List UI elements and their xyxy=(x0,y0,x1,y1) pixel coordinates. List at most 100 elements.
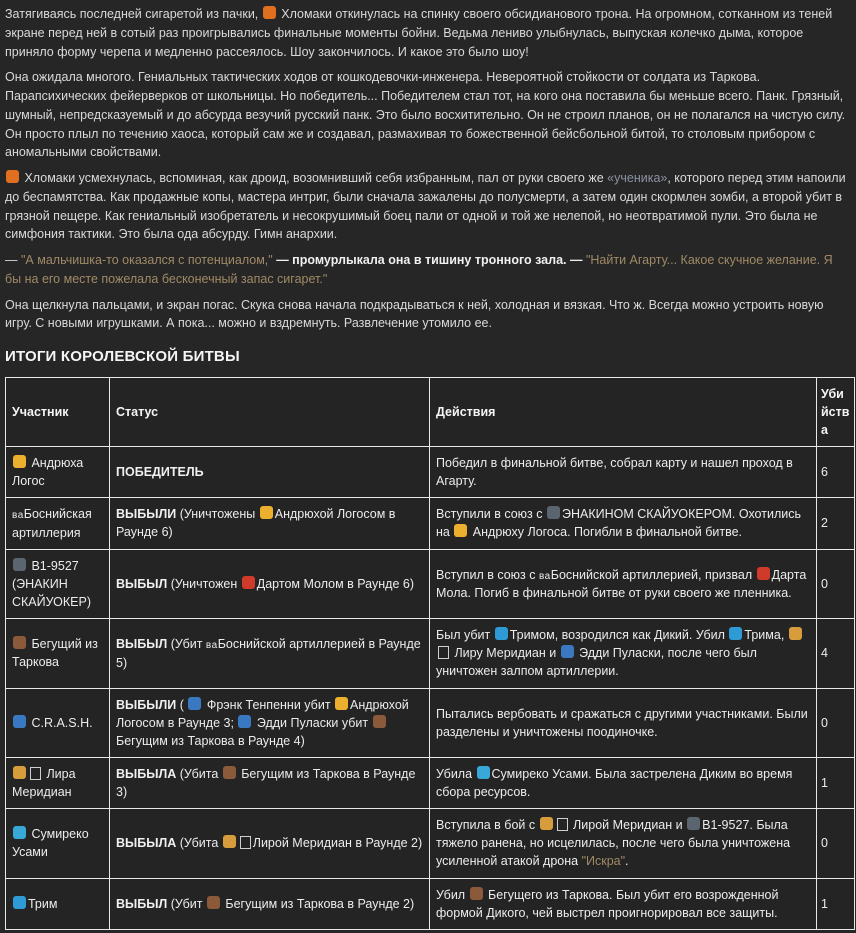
table-row: 📱 Сумиреко Усами ВЫБЫЛА (Убита 🐎 Лирой Мер… xyxy=(5,808,855,879)
actions-cell: Пытались вербовать и сражаться с другими… xyxy=(429,687,817,758)
text-run: Дартом Молом в Раунде 6) xyxy=(256,576,414,591)
text-run: Боснийская артиллерия xyxy=(12,507,92,540)
text-run: Бегущим из Таркова в Раунде 2) xyxy=(221,896,415,911)
participant-cell: 🐻 Бегущий из Таркова xyxy=(5,618,110,689)
text-run: ЭНАКИНОМ СКАЙУОКЕРОМ. Охотились на xyxy=(436,507,801,540)
police-car-emoji: 🚔 xyxy=(560,645,574,659)
text-run: ПОБЕДИТЕЛЬ xyxy=(116,464,204,479)
beer-emoji: 🍺 xyxy=(13,454,26,468)
actions-cell: Убила 📱Сумиреко Усами. Была застрелена Д… xyxy=(429,756,817,810)
kills-cell: 4 xyxy=(816,618,855,689)
actions-cell: Вступила в бой с 🐎 Лирой Меридиан и 🤖B1-… xyxy=(429,808,817,879)
pumpkin-emoji: 🎃 xyxy=(262,6,276,19)
text-run: (Уничтожен xyxy=(167,576,241,591)
table-row: 🚔 C.R.A.S.H. ВЫБЫЛИ ( 🚔 Фрэнк Тенпенни уб… xyxy=(5,687,855,758)
text-run: Лиру Меридиан и xyxy=(451,646,560,661)
text-run: Бегущим из Таркова в Раунде 3) xyxy=(116,766,416,799)
text-run: Трима, xyxy=(744,628,788,643)
phone-emoji: 📱 xyxy=(13,826,26,840)
text-run: ВЫБЫЛА xyxy=(116,836,177,851)
horse-emoji: 🐎 xyxy=(788,627,802,641)
text-run: Дарта Мола. Погиб в финальной битве от р… xyxy=(436,567,807,601)
text-run: (Уничтожены xyxy=(176,507,259,522)
beer-emoji: 🍺 xyxy=(335,696,349,710)
story-paragraph: Затягиваясь последней сигаретой из пачки… xyxy=(5,5,851,61)
flag-ba: ва xyxy=(12,510,24,522)
text-run: Фрэнк Тенпенни убит xyxy=(203,697,335,712)
actions-cell: Вступил в союз с ваБоснийской артиллерие… xyxy=(429,548,817,620)
text-run: Тримом, возродился как Дикий. Убил xyxy=(509,628,729,643)
wave-emoji: 🌊 xyxy=(494,627,508,641)
text-run: . xyxy=(625,854,629,869)
status-cell: ВЫБЫЛИ ( 🚔 Фрэнк Тенпенни убит 🍺Андрюхой… xyxy=(109,687,430,758)
participant-cell: 🌊Трим xyxy=(5,877,110,930)
kills-cell: 1 xyxy=(816,756,855,810)
text-run: Эдди Пуласки, после чего был уничтожен з… xyxy=(436,646,757,679)
text-run: Андрюха Логос xyxy=(12,455,84,488)
text-run: Боснийской артиллерией, призвал xyxy=(550,567,756,582)
text-run: Трим xyxy=(28,896,58,911)
kills-cell: 2 xyxy=(816,497,855,550)
text-run: — xyxy=(5,253,21,267)
table-body: 🍺 Андрюха Логос ПОБЕДИТЕЛЬ Победил в финал… xyxy=(5,445,855,930)
kills-cell: 0 xyxy=(816,808,855,879)
devil-emoji: 👿 xyxy=(756,566,770,580)
actions-cell: Убил 🐻 Бегущего из Таркова. Был убит его… xyxy=(429,877,817,930)
column-header: Участник xyxy=(5,376,110,447)
kills-cell: 0 xyxy=(816,548,855,620)
text-run: (Убит xyxy=(167,637,206,651)
story: Затягиваясь последней сигаретой из пачки… xyxy=(5,5,851,333)
beer-emoji: 🍺 xyxy=(259,506,273,520)
table-row: ваБоснийская артиллерия ВЫБЫЛИ (Уничтожен… xyxy=(5,497,855,550)
actions-cell: Победил в финальной битве, собрал карту … xyxy=(429,445,817,499)
actions-cell: Вступили в союз с 🤖ЭНАКИНОМ СКАЙУОКЕРОМ.… xyxy=(429,497,817,550)
robot-emoji: 🤖 xyxy=(687,817,701,831)
story-paragraph: Она щелкнула пальцами, и экран погас. Ск… xyxy=(5,296,851,334)
text-run: Она ожидала многого. Гениальных тактичес… xyxy=(5,70,846,160)
text-run: (Убита xyxy=(176,766,222,781)
text-run: C.R.A.S.H. xyxy=(28,715,93,730)
text-run: B1-9527 (ЭНАКИН СКАЙУОКЕР) xyxy=(12,558,91,609)
missing-glyph-box xyxy=(30,766,41,780)
text-run: ВЫБЫЛ xyxy=(116,576,168,591)
text-run: — промурлыкала она в тишину тронного зал… xyxy=(272,253,586,267)
column-header: Действия xyxy=(429,376,817,447)
police-car-emoji: 🚔 xyxy=(238,714,252,728)
beer-emoji: 🍺 xyxy=(454,524,468,538)
story-paragraph: — "А мальчишка-то оказался с потенциалом… xyxy=(5,251,851,289)
status-cell: ВЫБЫЛ (Уничтожен 👿Дартом Молом в Раунде … xyxy=(109,548,430,620)
missing-glyph-box xyxy=(438,646,449,660)
bear-emoji: 🐻 xyxy=(222,765,236,779)
text-run: ВЫБЫЛА xyxy=(116,766,177,781)
table-row: 🍺 Андрюха Логос ПОБЕДИТЕЛЬ Победил в финал… xyxy=(5,445,855,499)
bear-emoji: 🐻 xyxy=(469,886,483,900)
text-run: Бегущего из Таркова. Был убит его возрож… xyxy=(436,887,779,920)
kills-cell: 1 xyxy=(816,877,855,930)
wave-emoji: 🌊 xyxy=(13,895,26,909)
text-run: Эдди Пуласки убит xyxy=(253,715,372,730)
text-run: ВЫБЫЛИ xyxy=(116,507,177,522)
status-cell: ВЫБЫЛ (Убит ваБоснийской артиллерией в Р… xyxy=(109,618,430,689)
text-run: Победил в финальной битве, собрал карту … xyxy=(436,455,793,488)
text-run: Андрюхой Логосом в Раунде 3; xyxy=(116,697,409,730)
text-run: Затягиваясь последней сигаретой из пачки… xyxy=(5,7,262,21)
text-run: Был убит xyxy=(436,628,494,643)
text-run: Лирой Меридиан в Раунде 2) xyxy=(252,836,423,851)
bear-emoji: 🐻 xyxy=(206,895,220,909)
status-cell: ВЫБЫЛА (Убита 🐎 Лирой Меридиан в Раунде 2… xyxy=(109,808,430,879)
status-cell: ВЫБЫЛ (Убит 🐻 Бегущим из Таркова в Раунд… xyxy=(109,877,430,930)
text-run: Она щелкнула пальцами, и экран погас. Ск… xyxy=(5,297,824,331)
actions-cell: Был убит 🌊Тримом, возродился как Дикий. … xyxy=(429,618,817,689)
participant-cell: 🍺 Андрюха Логос xyxy=(5,445,110,499)
police-car-emoji: 🚔 xyxy=(13,714,26,728)
bear-emoji: 🐻 xyxy=(13,636,26,650)
bear-emoji: 🐻 xyxy=(372,714,386,728)
text-run: "Искра" xyxy=(581,854,626,869)
police-car-emoji: 🚔 xyxy=(188,696,202,710)
participant-cell: ваБоснийская артиллерия xyxy=(5,497,110,550)
text-run: Андрюху Логоса. Погибли в финальной битв… xyxy=(469,525,743,540)
